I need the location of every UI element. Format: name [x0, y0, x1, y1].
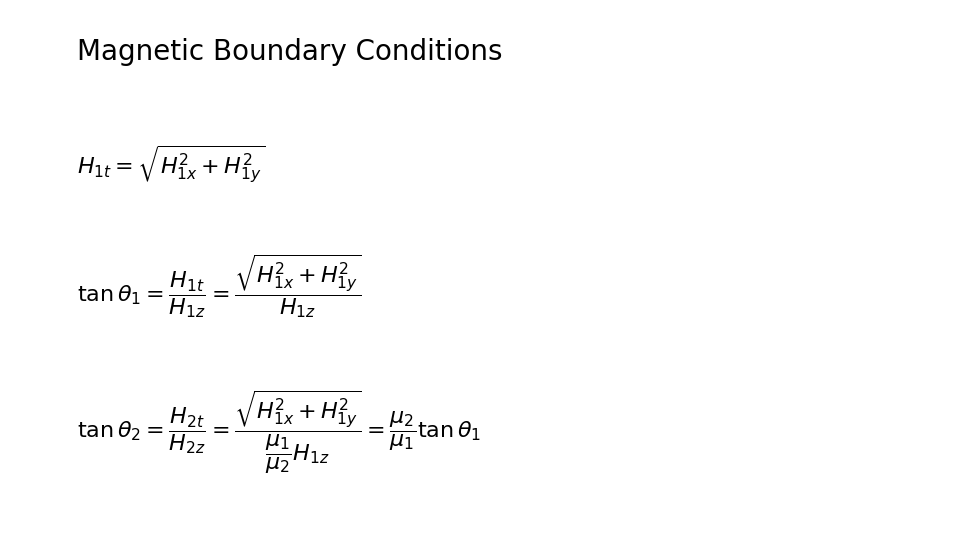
Text: $H_{1t} = \sqrt{H_{1x}^2 + H_{1y}^2}$: $H_{1t} = \sqrt{H_{1x}^2 + H_{1y}^2}$	[77, 144, 265, 186]
Text: $\tan\theta_1 = \dfrac{H_{1t}}{H_{1z}} = \dfrac{\sqrt{H_{1x}^2 + H_{1y}^2}}{H_{1: $\tan\theta_1 = \dfrac{H_{1t}}{H_{1z}} =…	[77, 252, 361, 320]
Text: $\tan\theta_2 = \dfrac{H_{2t}}{H_{2z}} = \dfrac{\sqrt{H_{1x}^2 + H_{1y}^2}}{\dfr: $\tan\theta_2 = \dfrac{H_{2t}}{H_{2z}} =…	[77, 388, 481, 476]
Text: Magnetic Boundary Conditions: Magnetic Boundary Conditions	[77, 38, 502, 66]
